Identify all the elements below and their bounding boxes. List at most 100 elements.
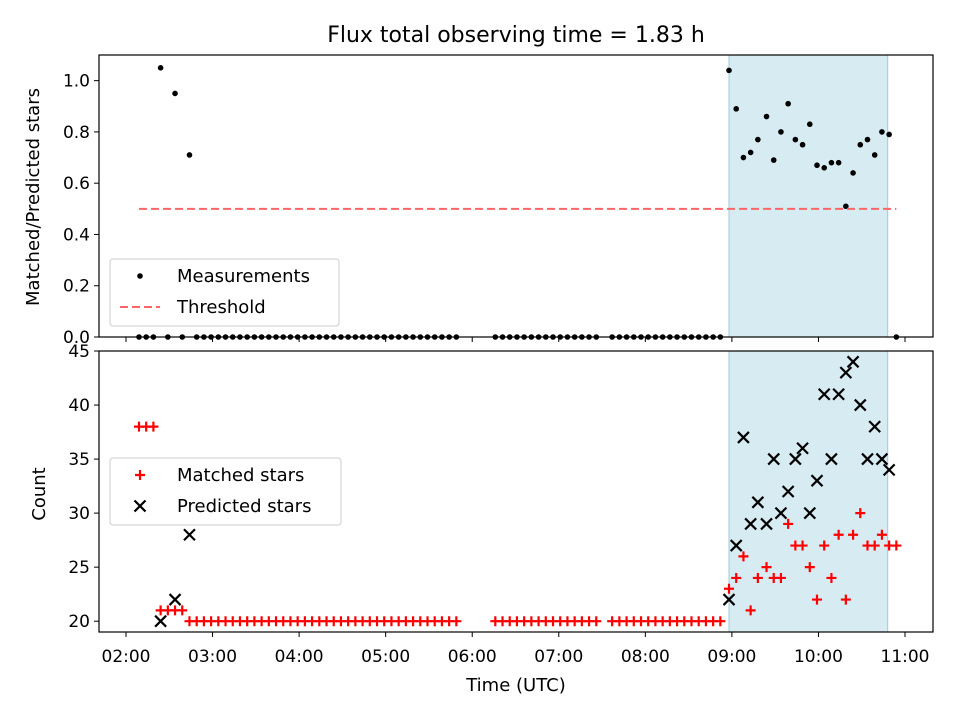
predicted-star-point [861, 452, 874, 466]
legend-plus-marker [135, 470, 145, 480]
measurement-point [828, 159, 835, 166]
predicted-star-point [817, 387, 831, 401]
observing-span [728, 54, 889, 338]
x-tick-label: 11:00 [881, 647, 930, 667]
matched-star-point [745, 605, 756, 616]
measurement-point [733, 106, 740, 112]
y-tick-label: 0.2 [63, 277, 90, 297]
predicted-star-point [760, 517, 773, 531]
measurement-point [792, 136, 799, 143]
matched-star-point [826, 572, 837, 583]
plot-frame [98, 350, 934, 633]
measurement-point [770, 157, 777, 163]
measurement-point [806, 121, 813, 128]
matched-star-point [869, 540, 880, 551]
predicted-star-point [810, 474, 824, 487]
y-tick-label: 0.4 [63, 225, 90, 245]
measurement-point [864, 136, 871, 143]
predicted-star-point [729, 539, 743, 552]
predicted-star-point [882, 463, 896, 477]
matched-star-point [891, 540, 902, 551]
matched-star-point [804, 562, 815, 573]
matched-star-point [731, 572, 742, 583]
y-tick-label: 45 [68, 342, 90, 362]
predicted-star-point [722, 593, 736, 606]
y-tick-label: 30 [68, 504, 90, 524]
legend-box [109, 457, 342, 526]
matched-star-point [752, 572, 763, 583]
measurement-point [740, 154, 747, 161]
measurement-point [843, 203, 849, 210]
matched-star-point [715, 616, 726, 627]
matched-star-point [876, 529, 887, 540]
y-tick-label: 0.8 [63, 123, 90, 143]
matched-star-point [451, 616, 462, 627]
measurement-point [850, 170, 856, 176]
measurement-point [778, 129, 784, 135]
predicted-star-point [832, 387, 845, 401]
measurement-point [871, 152, 878, 158]
measurement-point [747, 149, 754, 156]
y-tick-label: 1.0 [63, 72, 90, 92]
matched-star-point [819, 540, 830, 551]
measurement-point [821, 165, 828, 171]
x-axis-label: Time (UTC) [465, 675, 566, 696]
predicted-star-point [168, 593, 182, 606]
y-tick-label: 0.0 [63, 328, 90, 348]
predicted-star-point [737, 431, 750, 444]
predicted-star-point [154, 614, 167, 628]
matched-star-point [848, 529, 859, 540]
measurement-point [814, 162, 820, 169]
matched-star-point [783, 518, 794, 529]
predicted-star-point [825, 452, 838, 466]
measurement-point [785, 100, 791, 107]
measurement-point [172, 90, 178, 97]
matched-star-point [148, 421, 159, 432]
bottom-y-axis-label: Count [29, 467, 50, 520]
plot-frame [98, 54, 934, 338]
y-tick-label: 40 [68, 396, 90, 416]
observing-span [728, 350, 889, 633]
matched-star-point [177, 605, 188, 616]
measurement-point [799, 141, 806, 148]
predicted-star-point [774, 506, 788, 520]
predicted-star-point [796, 441, 809, 455]
matched-star-point [738, 551, 749, 562]
predicted-star-point [875, 452, 889, 466]
matched-star-point [812, 594, 823, 605]
measurement-point [879, 129, 885, 135]
predicted-star-point [744, 517, 757, 531]
y-tick-label: 20 [68, 612, 90, 632]
y-tick-label: 0.6 [63, 174, 90, 194]
predicted-star-point [767, 452, 781, 466]
x-tick-label: 06:00 [448, 647, 497, 667]
matched-star-point [855, 508, 866, 519]
matched-star-point [797, 540, 808, 551]
legend-dot-marker [137, 273, 143, 279]
predicted-star-point [868, 420, 881, 433]
x-tick-label: 10:00 [794, 647, 843, 667]
predicted-star-point [751, 496, 765, 509]
measurement-point [726, 67, 732, 74]
legend-label: Predicted stars [177, 496, 311, 517]
plot-layer: 0.0 0.2 0.4 0.6 0.8 1.0 Measurements Threshold 2… [63, 54, 934, 667]
predicted-star-point [839, 366, 853, 379]
legend-label: Measurements [177, 266, 310, 287]
legend-x-marker [133, 499, 147, 513]
x-tick-label: 08:00 [621, 647, 670, 667]
y-tick-label: 35 [68, 450, 90, 470]
matched-star-point [833, 529, 844, 540]
legend-label: Threshold [176, 297, 266, 318]
predicted-star-point [846, 355, 860, 369]
predicted-star-point [789, 452, 802, 466]
matched-star-point [724, 583, 735, 594]
measurement-point [157, 65, 164, 71]
measurement-point [755, 136, 761, 143]
measurement-point [763, 113, 770, 120]
measurement-point [835, 159, 842, 166]
measurement-point [857, 141, 864, 148]
predicted-star-point [803, 506, 817, 520]
x-tick-label: 02:00 [102, 647, 151, 667]
measurement-point [186, 152, 193, 158]
